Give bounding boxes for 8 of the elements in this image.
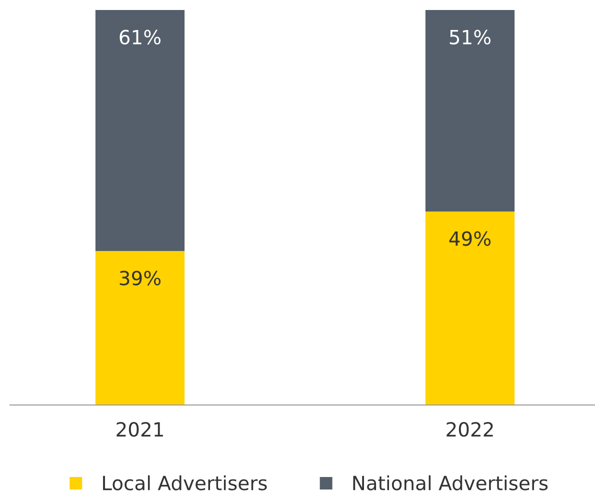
data-label: 39% [120,270,161,286]
data-label: 51% [450,30,491,44]
x-tick-label: 2021 [116,422,163,437]
legend-label: National Advertisers [353,475,548,490]
data-label: 49% [449,231,491,246]
x-tick-label: 2022 [446,422,493,437]
legend-label: Local Advertisers [103,475,267,490]
data-label: 61% [120,30,161,44]
